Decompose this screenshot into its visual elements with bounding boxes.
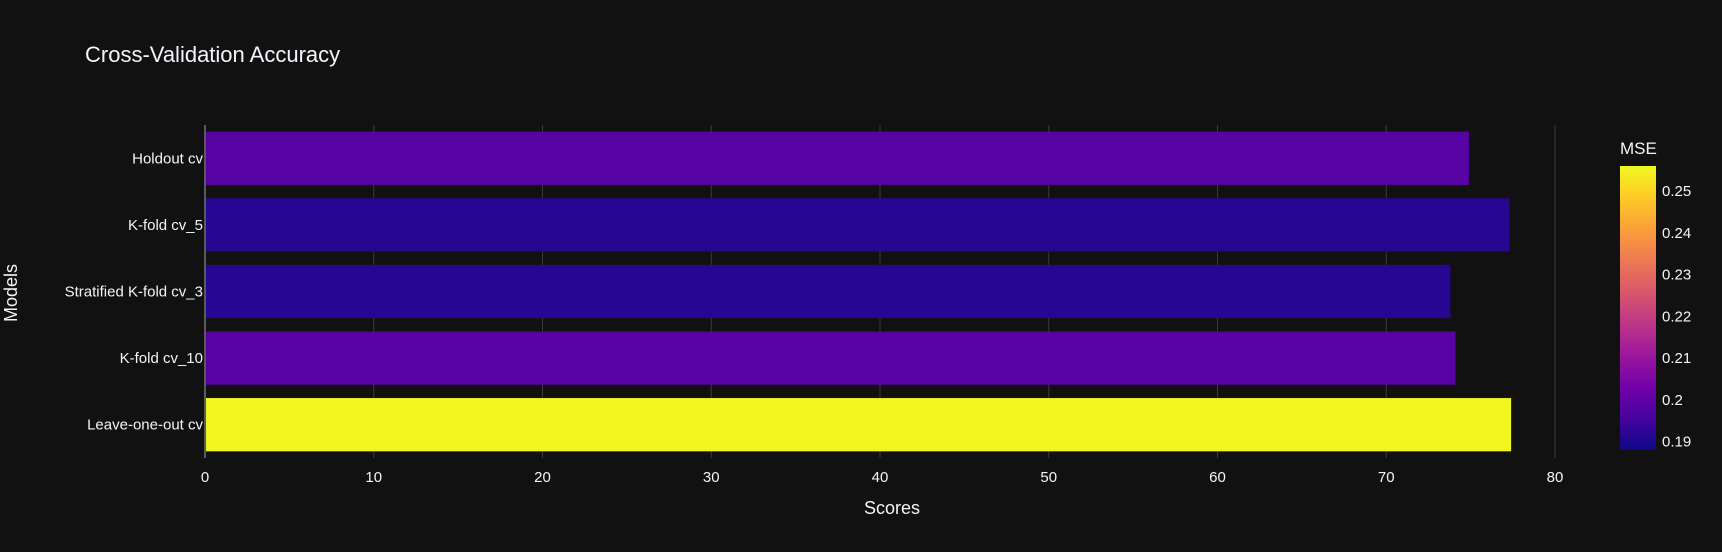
- colorbar: MSE 0.19 0.2 0.21 0.22 0.23 0.24 0.25: [1620, 139, 1691, 451]
- y-tick-label: Stratified K-fold cv_3: [65, 284, 203, 301]
- x-tick-label: 10: [365, 469, 382, 486]
- colorbar-tick-label: 0.22: [1662, 308, 1691, 325]
- colorbar-tick-label: 0.21: [1662, 350, 1691, 367]
- colorbar-tick-label: 0.2: [1662, 392, 1683, 409]
- x-tick-label: 0: [201, 469, 209, 486]
- x-tick-label: 50: [1040, 469, 1057, 486]
- bar: [205, 131, 1469, 185]
- colorbar-tick-label: 0.19: [1662, 434, 1691, 451]
- x-axis-label: Scores: [864, 498, 920, 518]
- y-tick-label: K-fold cv_10: [120, 350, 203, 367]
- x-tick-label: 30: [703, 469, 720, 486]
- colorbar-gradient: [1620, 166, 1656, 450]
- bar: [205, 398, 1512, 452]
- colorbar-tick-label: 0.25: [1662, 183, 1691, 200]
- y-tick-label: K-fold cv_5: [128, 217, 203, 234]
- colorbar-tick-label: 0.24: [1662, 225, 1691, 242]
- y-axis-label: Models: [1, 264, 21, 322]
- colorbar-title: MSE: [1620, 139, 1657, 158]
- x-tick-label: 70: [1378, 469, 1395, 486]
- bars: [205, 131, 1512, 452]
- bar: [205, 198, 1510, 252]
- colorbar-tick-label: 0.23: [1662, 267, 1691, 284]
- axes: 0 10 20 30 40 50 60 70 80 Holdout cv K-fold cv_5 St…: [65, 125, 1564, 486]
- y-tick-label: Holdout cv: [132, 150, 203, 167]
- x-tick-label: 20: [534, 469, 551, 486]
- bar: [205, 331, 1456, 385]
- x-tick-label: 80: [1547, 469, 1564, 486]
- bar: [205, 264, 1451, 319]
- x-tick-label: 60: [1209, 469, 1226, 486]
- chart-title: Cross-Validation Accuracy: [85, 42, 340, 67]
- y-tick-label: Leave-one-out cv: [87, 417, 203, 434]
- x-tick-label: 40: [872, 469, 889, 486]
